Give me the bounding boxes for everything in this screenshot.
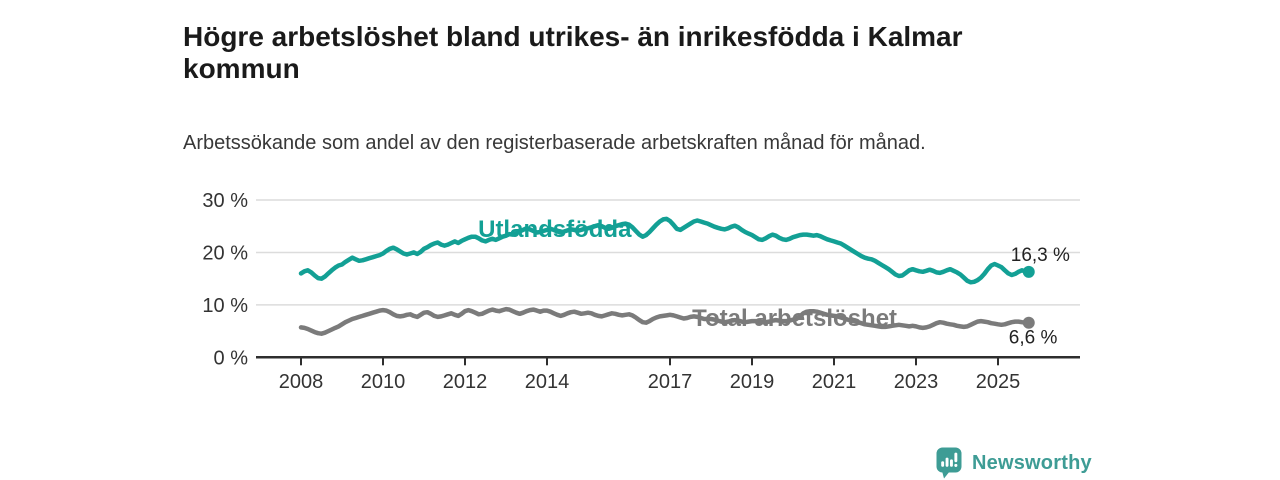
newsworthy-logo-text: Newsworthy: [972, 451, 1092, 474]
series-line-utlandsfodda: [298, 216, 1032, 285]
y-tick-label: 20 %: [202, 242, 248, 264]
x-tick-label: 2017: [648, 371, 693, 393]
y-tick-label: 10 %: [202, 295, 248, 317]
newsworthy-icon: [936, 447, 962, 479]
end-value-label-utlandsfodda: 16,3 %: [1011, 245, 1070, 266]
y-tick-label: 0 %: [214, 347, 249, 369]
x-tick-label: 2019: [730, 371, 775, 393]
end-value-label-total: 6,6 %: [1009, 328, 1058, 349]
chart-subtitle: Arbetssökande som andel av den registerb…: [183, 132, 926, 154]
x-tick-label: 2012: [443, 371, 488, 393]
series-end-dot-utlandsfodda: [1022, 265, 1035, 278]
series-label-total: Total arbetslöshet: [692, 305, 897, 332]
newsworthy-logo[interactable]: Newsworthy: [936, 447, 1092, 479]
series-line-total: [298, 306, 1032, 336]
x-tick-label: 2023: [894, 371, 939, 393]
x-tick-label: 2021: [812, 371, 857, 393]
chart-title: Högre arbetslöshet bland utrikes- än inr…: [183, 20, 963, 84]
y-tick-label: 30 %: [202, 190, 248, 212]
x-tick-label: 2010: [361, 371, 406, 393]
x-tick-label: 2014: [525, 371, 570, 393]
x-tick-label: 2008: [279, 371, 324, 393]
series-end-dot-total: [1022, 316, 1035, 329]
x-tick-label: 2025: [976, 371, 1021, 393]
series-label-utlandsfodda: Utlandsfödda: [478, 216, 632, 243]
